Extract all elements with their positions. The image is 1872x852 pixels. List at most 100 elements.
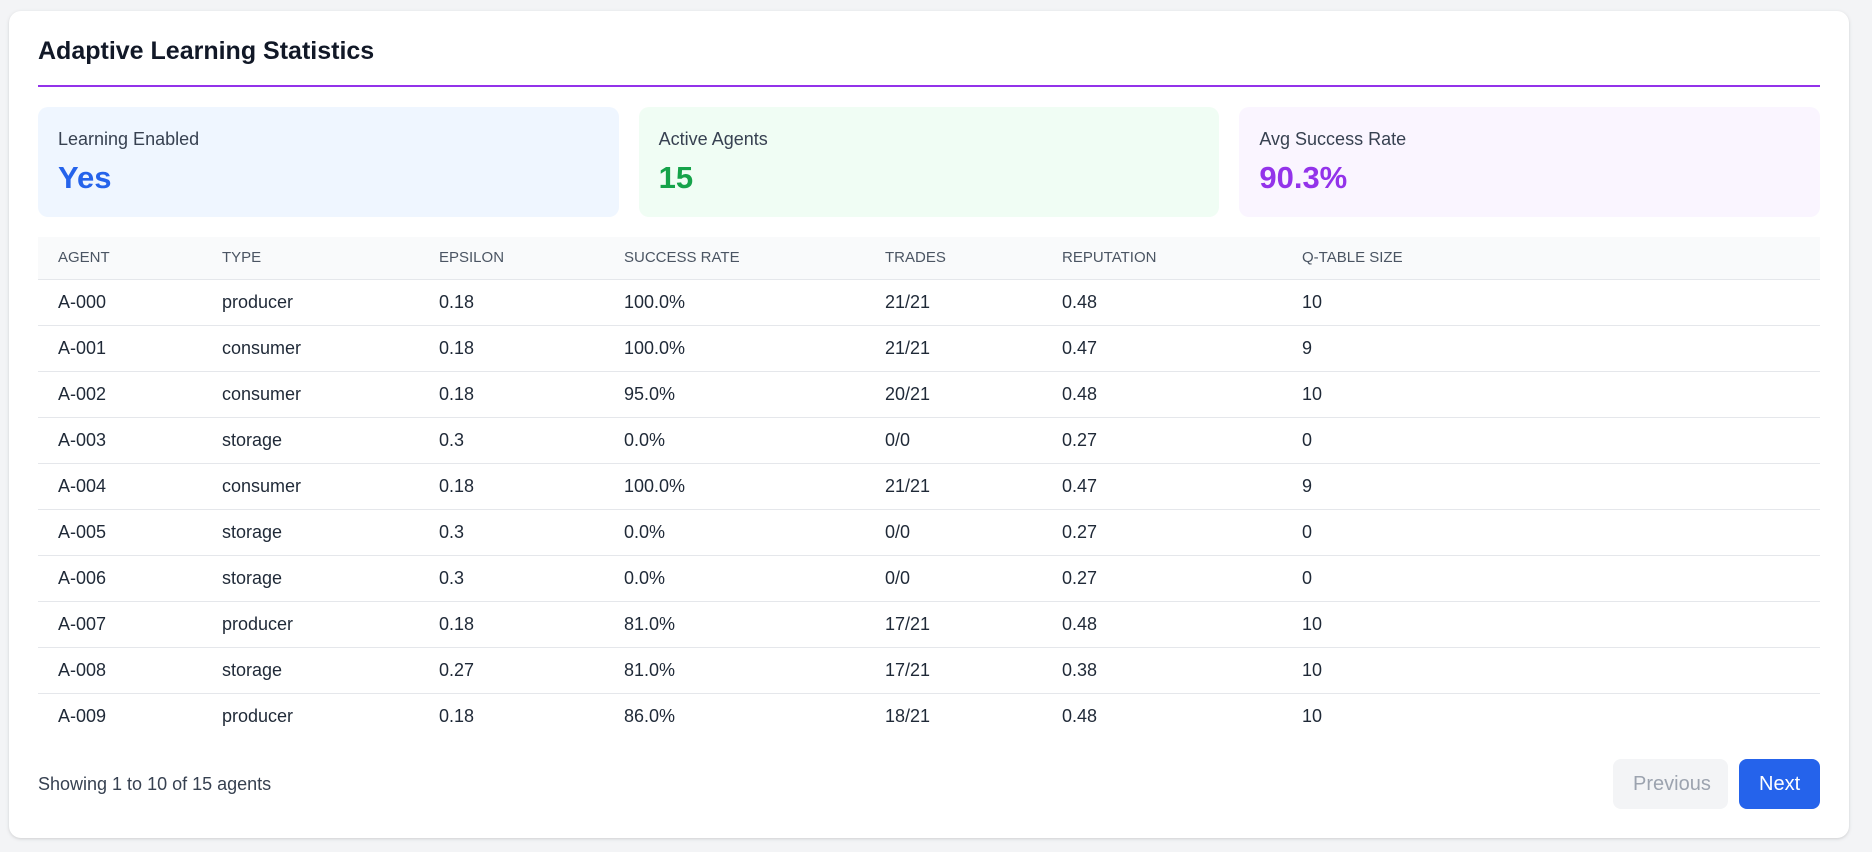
cell-q-table-size: 9 bbox=[1282, 463, 1820, 510]
cell-epsilon: 0.3 bbox=[419, 509, 604, 556]
cell-agent: A-003 bbox=[38, 417, 202, 464]
table-footer: Showing 1 to 10 of 15 agents Previous Ne… bbox=[38, 759, 1820, 809]
cell-trades: 0/0 bbox=[865, 555, 1042, 602]
cell-q-table-size: 10 bbox=[1282, 601, 1820, 648]
cell-success-rate: 0.0% bbox=[604, 555, 865, 602]
cell-trades: 18/21 bbox=[885, 705, 931, 726]
table-row: A-005 storage 0.3 0.0% 0/0 0.27 0 bbox=[38, 509, 1820, 556]
stat-value: 15 bbox=[658, 160, 694, 195]
cell-success-rate: 81.0% bbox=[604, 647, 865, 694]
cell-agent: A-000 bbox=[38, 279, 202, 326]
cell-reputation: 0.27 bbox=[1042, 509, 1282, 556]
cell-trades: 21/21 bbox=[865, 463, 1042, 510]
page-title: Adaptive Learning Statistics bbox=[38, 36, 375, 65]
cell-q-table-size: 10 bbox=[1282, 371, 1820, 418]
cell-type: producer bbox=[222, 705, 294, 726]
cell-q-table-size: 0 bbox=[1282, 417, 1820, 464]
cell-trades: 17/21 bbox=[865, 647, 1042, 694]
cell-epsilon: 0.18 bbox=[419, 325, 604, 372]
cell-success-rate: 81.0% bbox=[604, 601, 865, 648]
adaptive-learning-card: Adaptive Learning Statistics Learning En… bbox=[9, 11, 1849, 838]
cell-q-table-size: 10 bbox=[1282, 279, 1820, 326]
column-header-trades[interactable]: TRADES bbox=[865, 237, 1042, 280]
cell-agent: A-008 bbox=[38, 647, 202, 694]
cell-type: producer bbox=[202, 279, 419, 326]
cell-reputation: 0.47 bbox=[1042, 463, 1282, 510]
cell-q-table-size: 0 bbox=[1282, 555, 1820, 602]
table-body: A-000 producer 0.18 100.0% 21/21 0.48 10 A-001 c… bbox=[38, 279, 1820, 739]
stat-active-agents: Active Agents 15 bbox=[638, 107, 1220, 217]
cell-trades: 20/21 bbox=[865, 371, 1042, 418]
cell-reputation: 0.38 bbox=[1042, 647, 1282, 694]
cell-agent: A-001 bbox=[38, 325, 202, 372]
cell-reputation: 0.47 bbox=[1042, 325, 1282, 372]
cell-q-table-size: 10 bbox=[1302, 705, 1323, 726]
cell-trades: 21/21 bbox=[865, 325, 1042, 372]
pagination-controls: Previous Next bbox=[1613, 759, 1820, 809]
cell-agent: A-006 bbox=[38, 555, 202, 602]
cell-type: storage bbox=[202, 647, 419, 694]
cell-success-rate: 86.0% bbox=[624, 705, 676, 726]
cell-epsilon: 0.27 bbox=[419, 647, 604, 694]
cell-success-rate: 0.0% bbox=[604, 509, 865, 556]
previous-button[interactable]: Previous bbox=[1613, 759, 1728, 809]
cell-success-rate: 95.0% bbox=[604, 371, 865, 418]
cell-type: storage bbox=[202, 555, 419, 602]
cell-q-table-size: 9 bbox=[1282, 325, 1820, 372]
cell-agent: A-004 bbox=[38, 463, 202, 510]
cell-type: producer bbox=[202, 601, 419, 648]
stats-row: Learning Enabled Yes Active Agents 15 Av… bbox=[38, 107, 1821, 217]
stat-value: 90.3% bbox=[1259, 160, 1348, 195]
cell-success-rate: 100.0% bbox=[604, 463, 865, 510]
cell-trades: 0/0 bbox=[865, 509, 1042, 556]
cell-reputation: 0.48 bbox=[1042, 371, 1282, 418]
stat-label: Active Agents bbox=[658, 129, 768, 149]
cell-q-table-size: 0 bbox=[1282, 509, 1820, 556]
column-header-q-table-size[interactable]: Q-TABLE SIZE bbox=[1282, 237, 1820, 280]
column-header-epsilon[interactable]: EPSILON bbox=[419, 237, 604, 280]
cell-trades: 17/21 bbox=[865, 601, 1042, 648]
cell-type: consumer bbox=[202, 325, 419, 372]
cell-trades: 21/21 bbox=[865, 279, 1042, 326]
cell-epsilon: 0.18 bbox=[419, 601, 604, 648]
cell-success-rate: 0.0% bbox=[604, 417, 865, 464]
table-row: A-001 consumer 0.18 100.0% 21/21 0.47 9 bbox=[38, 325, 1820, 372]
agents-table: AGENT TYPE EPSILON SUCCESS RATE TRADES R… bbox=[38, 237, 1820, 739]
cell-q-table-size: 10 bbox=[1282, 647, 1820, 694]
cell-type: consumer bbox=[202, 371, 419, 418]
cell-epsilon: 0.3 bbox=[419, 555, 604, 602]
cell-epsilon: 0.18 bbox=[419, 279, 604, 326]
stat-value: Yes bbox=[58, 160, 112, 195]
cell-reputation: 0.48 bbox=[1042, 601, 1282, 648]
table-row: A-003 storage 0.3 0.0% 0/0 0.27 0 bbox=[38, 417, 1820, 464]
cell-epsilon: 0.18 bbox=[439, 705, 475, 726]
stat-avg-success-rate: Avg Success Rate 90.3% bbox=[1239, 107, 1821, 217]
table-row: A-002 consumer 0.18 95.0% 20/21 0.48 10 bbox=[38, 371, 1820, 418]
card-header: Adaptive Learning Statistics bbox=[38, 11, 1820, 87]
column-header-agent[interactable]: AGENT bbox=[38, 237, 202, 280]
cell-type: consumer bbox=[202, 463, 419, 510]
stat-label: Learning Enabled bbox=[58, 129, 200, 149]
table-header-row: AGENT TYPE EPSILON SUCCESS RATE TRADES R… bbox=[38, 237, 1820, 280]
cell-trades: 0/0 bbox=[865, 417, 1042, 464]
table-row: A-009 producer 0.18 86.0% 18/21 0.48 10 bbox=[38, 693, 1820, 739]
table-row: A-000 producer 0.18 100.0% 21/21 0.48 10 bbox=[38, 279, 1820, 326]
cell-epsilon: 0.18 bbox=[419, 371, 604, 418]
table-row: A-004 consumer 0.18 100.0% 21/21 0.47 9 bbox=[38, 463, 1820, 510]
stat-learning-enabled: Learning Enabled Yes bbox=[38, 107, 619, 217]
column-header-reputation[interactable]: REPUTATION bbox=[1042, 237, 1282, 280]
cell-success-rate: 100.0% bbox=[604, 325, 865, 372]
column-header-type[interactable]: TYPE bbox=[202, 237, 419, 280]
next-button[interactable]: Next bbox=[1739, 759, 1820, 809]
cell-type: storage bbox=[202, 509, 419, 556]
cell-reputation: 0.27 bbox=[1042, 555, 1282, 602]
cell-success-rate: 100.0% bbox=[604, 279, 865, 326]
cell-epsilon: 0.18 bbox=[419, 463, 604, 510]
stat-label: Avg Success Rate bbox=[1259, 129, 1407, 149]
table-row: A-008 storage 0.27 81.0% 17/21 0.38 10 bbox=[38, 647, 1820, 694]
cell-reputation: 0.48 bbox=[1062, 705, 1098, 726]
cell-agent: A-007 bbox=[38, 601, 202, 648]
pagination-summary: Showing 1 to 10 of 15 agents bbox=[38, 773, 272, 794]
cell-epsilon: 0.3 bbox=[419, 417, 604, 464]
column-header-success-rate[interactable]: SUCCESS RATE bbox=[604, 237, 865, 280]
